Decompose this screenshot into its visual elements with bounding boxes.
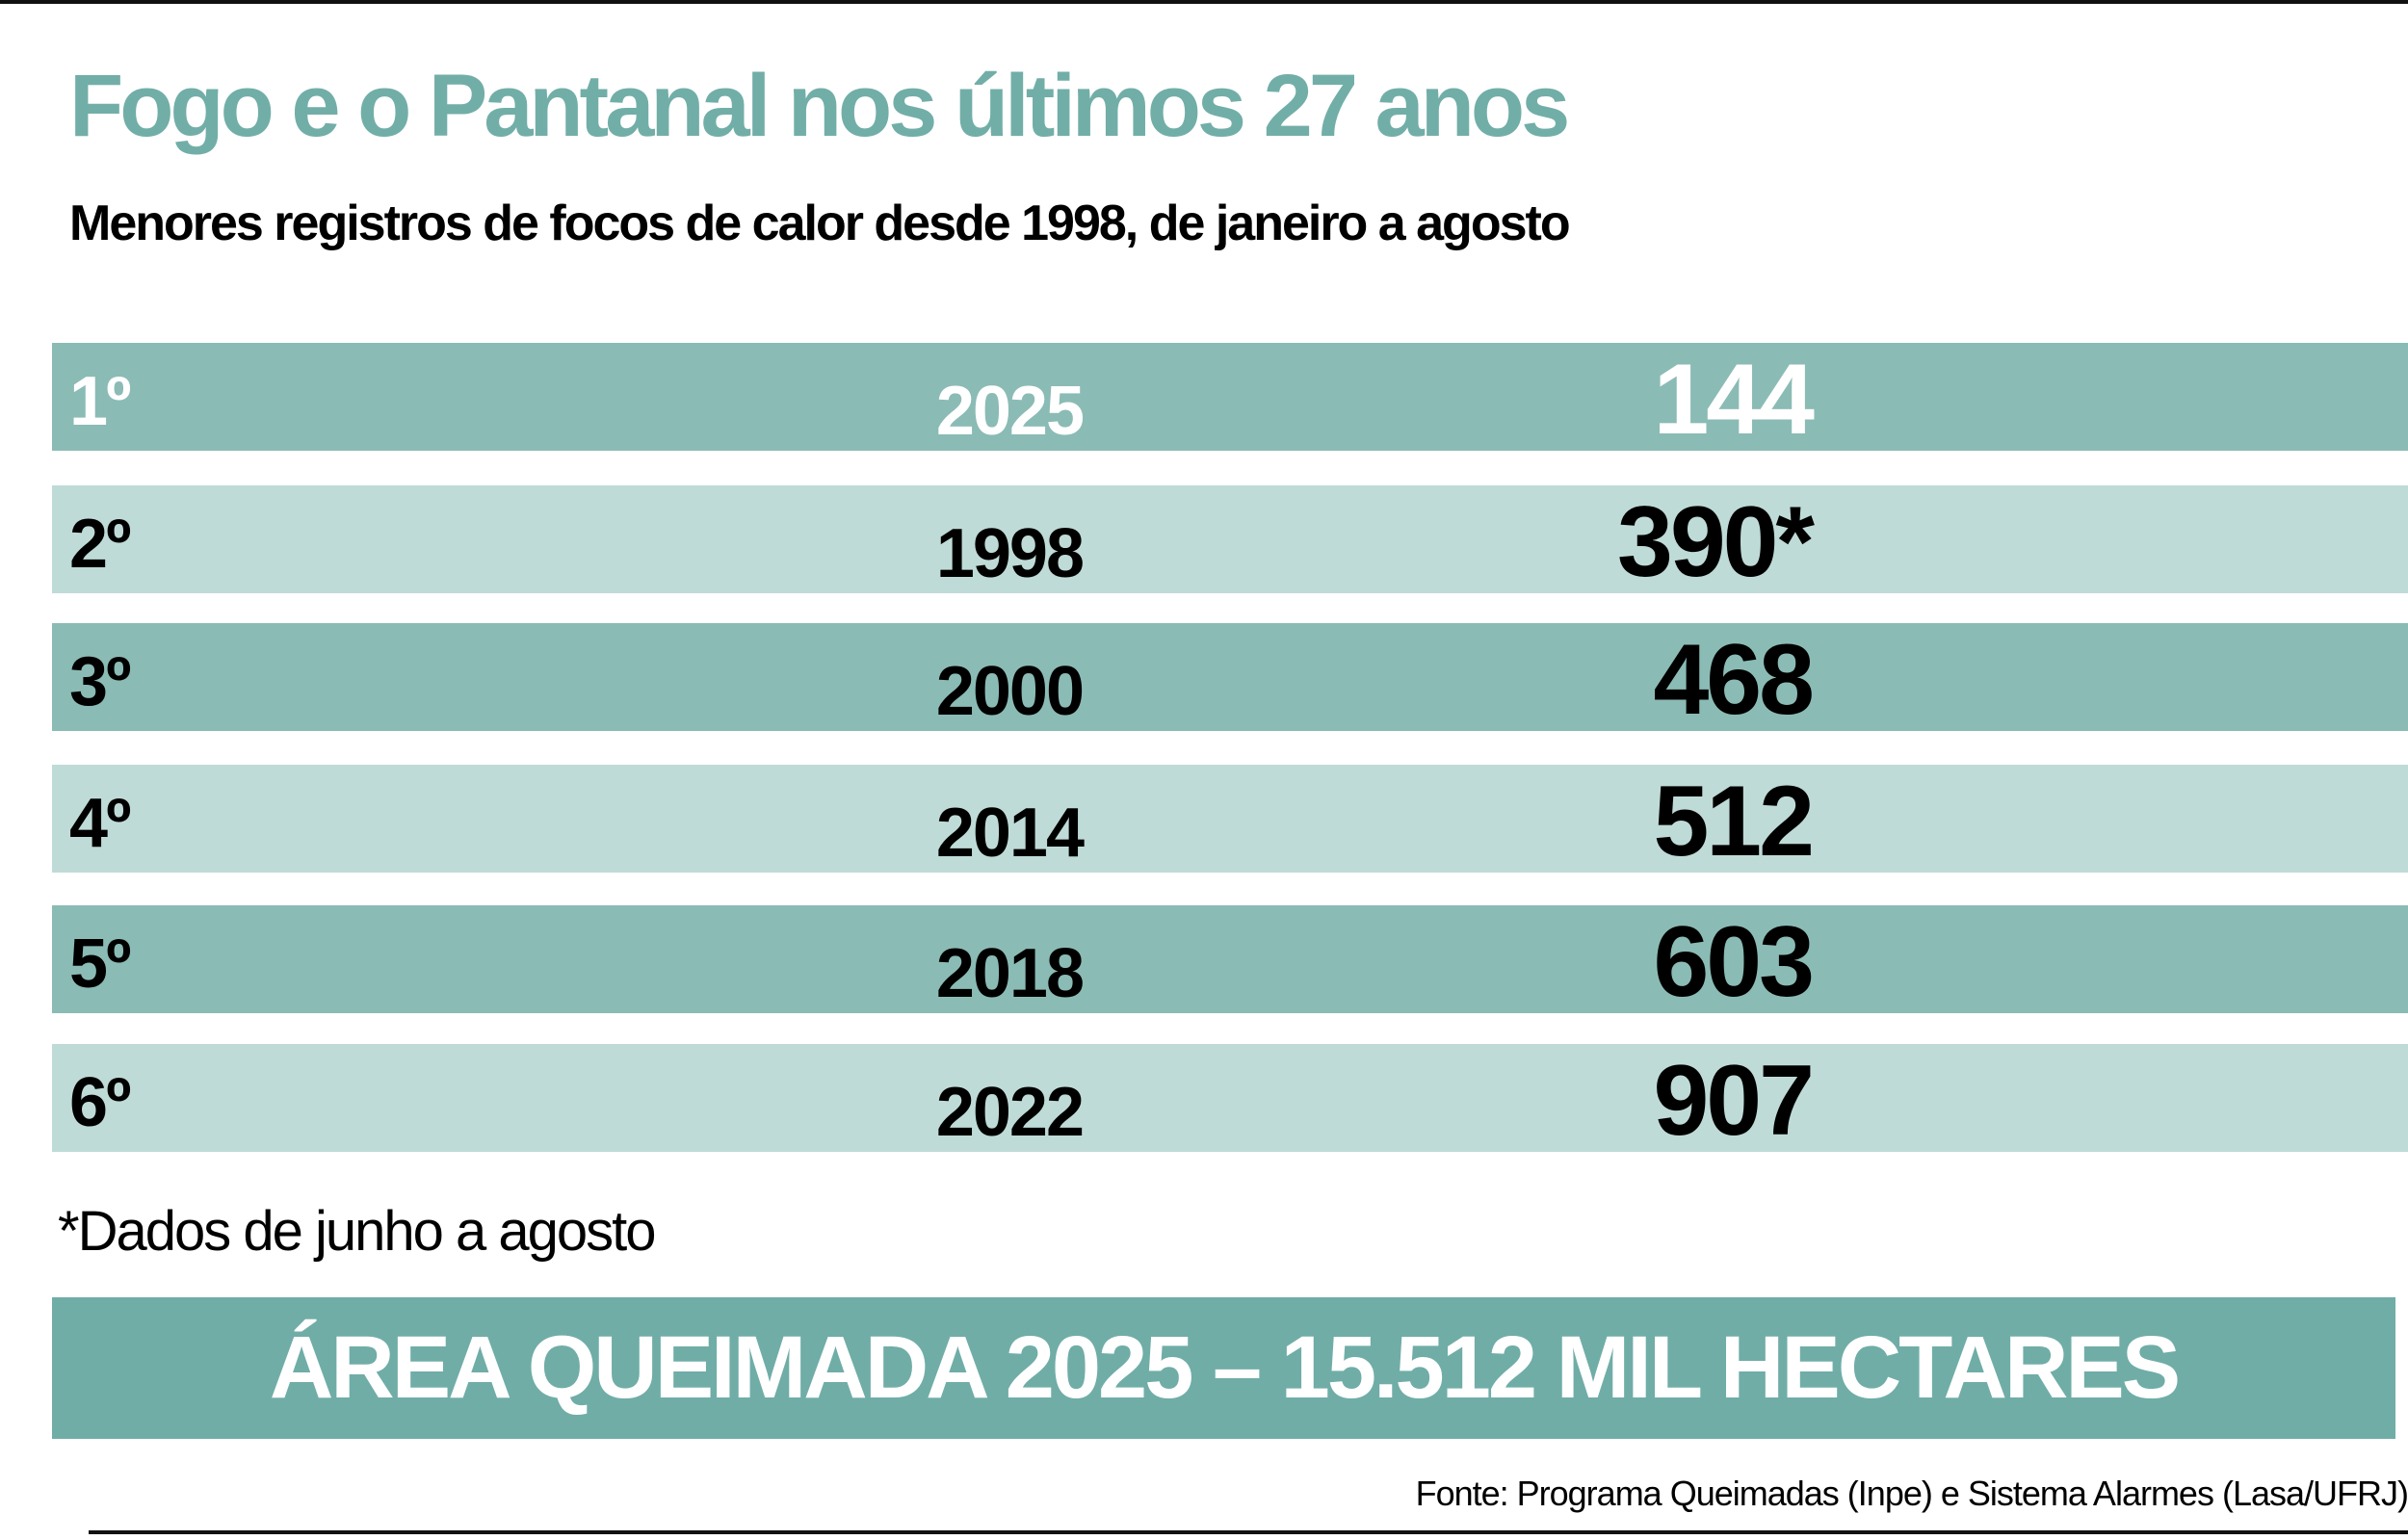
rank: 4º xyxy=(69,785,131,862)
year: 1998 xyxy=(935,515,1085,592)
source-credit: Fonte: Programa Queimadas (Inpe) e Siste… xyxy=(1415,1474,2408,1513)
value: 512 xyxy=(1653,766,1815,877)
value: 907 xyxy=(1653,1045,1815,1157)
rank: 1º xyxy=(69,363,131,440)
burned-area-banner: ÁREA QUEIMADA 2025 – 15.512 MIL HECTARES xyxy=(52,1297,2395,1439)
value: 468 xyxy=(1653,624,1815,736)
table-row: 5º 2018 603 xyxy=(52,905,2408,1018)
rank: 5º xyxy=(69,926,131,1003)
page-title: Fogo e o Pantanal nos últimos 27 anos xyxy=(69,57,1570,155)
bottom-rule xyxy=(89,1530,2408,1534)
table-row: 6º 2022 907 xyxy=(52,1044,2408,1157)
value: 390* xyxy=(1617,486,1815,598)
year: 2018 xyxy=(935,935,1085,1012)
rank: 2º xyxy=(69,506,131,583)
table-row: 3º 2000 468 xyxy=(52,623,2408,736)
footnote: *Dados de junho a agosto xyxy=(58,1200,657,1263)
year: 2025 xyxy=(935,373,1085,450)
year: 2022 xyxy=(935,1074,1085,1151)
table-row: 1º 2025 144 xyxy=(52,343,2408,456)
year: 2014 xyxy=(935,795,1085,872)
year: 2000 xyxy=(935,653,1085,730)
table-row: 2º 1998 390* xyxy=(52,485,2408,598)
subtitle: Menores registros de focos de calor desd… xyxy=(69,196,1571,251)
rank: 3º xyxy=(69,643,131,720)
top-rule xyxy=(0,0,2408,4)
value: 603 xyxy=(1653,906,1815,1018)
rank: 6º xyxy=(69,1064,131,1141)
table-row: 4º 2014 512 xyxy=(52,765,2408,877)
value: 144 xyxy=(1653,344,1815,456)
banner-text: ÁREA QUEIMADA 2025 – 15.512 MIL HECTARES xyxy=(269,1318,2181,1417)
